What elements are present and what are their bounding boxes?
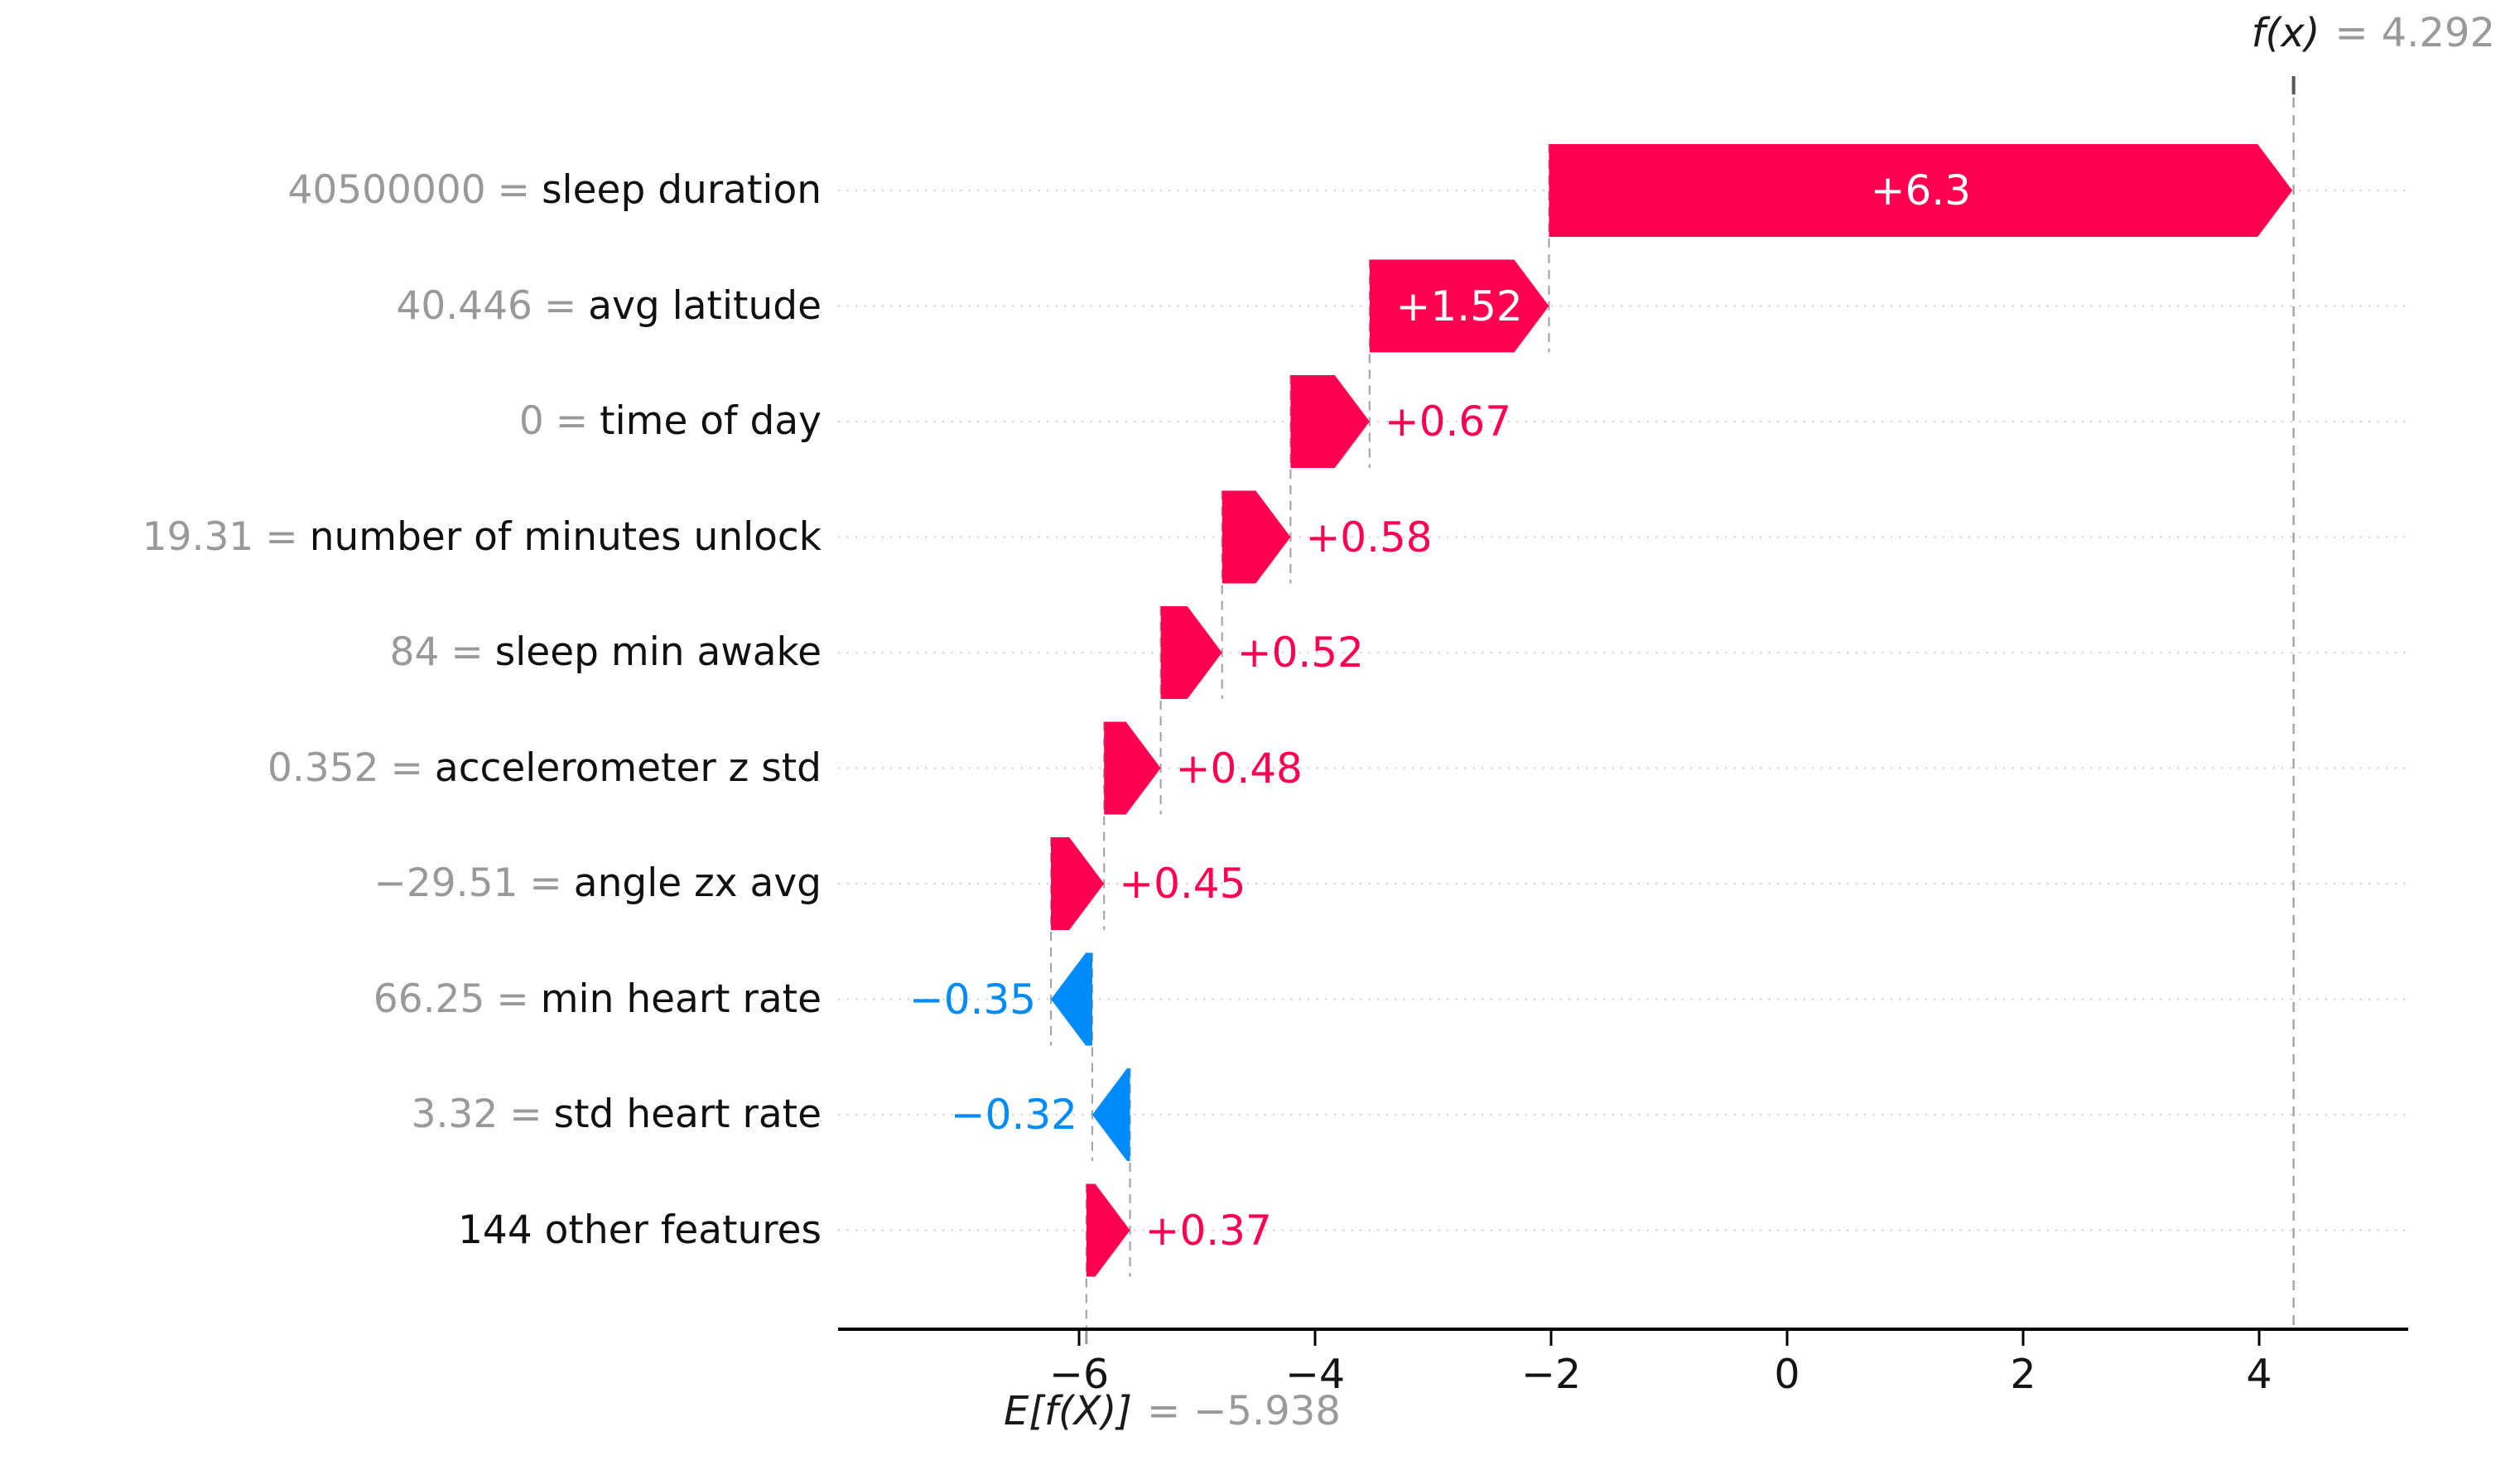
shap-bar [1091, 1068, 1130, 1161]
bar-value-label: +0.37 [1144, 1206, 1272, 1255]
feature-value: 0.352 [267, 745, 379, 791]
row-label: 40500000 = sleep duration [287, 165, 822, 216]
shap-bar [1086, 1183, 1130, 1277]
feature-value: 19.31 [142, 513, 254, 560]
row-label: 84 = sleep min awake [390, 627, 822, 678]
shap-bar [1051, 952, 1092, 1046]
equals-sign: = [529, 860, 562, 906]
feature-name: number of minutes unlock [309, 513, 822, 560]
shap-bar [1549, 144, 2293, 237]
feature-value: 66.25 [373, 976, 485, 1022]
row-label: −29.51 = angle zx avg [373, 858, 822, 909]
row-label: 3.32 = std heart rate [412, 1089, 822, 1140]
feature-value: −29.51 [373, 860, 518, 906]
row-label: 40.446 = avg latitude [396, 281, 822, 332]
shap-bar [1051, 837, 1105, 930]
x-tick-label: 0 [1774, 1351, 1800, 1398]
bar-value-label: +0.45 [1119, 860, 1246, 908]
shap-bar [1290, 375, 1370, 468]
feature-name: avg latitude [588, 282, 822, 329]
x-tick-label: 4 [2246, 1351, 2272, 1398]
feature-value: 40500000 [287, 167, 486, 213]
bar-value-label: +0.67 [1384, 398, 1512, 446]
equals-sign: = [555, 398, 589, 444]
expected-value-equals: = [1147, 1388, 1181, 1434]
feature-name: sleep min awake [494, 629, 822, 675]
equals-sign: = [451, 629, 484, 675]
feature-name: min heart rate [540, 976, 822, 1022]
equals-sign: = [543, 282, 577, 329]
feature-value: 84 [389, 629, 440, 675]
x-tick-label: −4 [1284, 1351, 1346, 1398]
bar-value-label: +0.58 [1305, 513, 1433, 561]
row-label: 144 other features [458, 1205, 822, 1256]
feature-value: 0 [518, 398, 544, 444]
expected-value-annotation: E[f(X)] = −5.938 [1004, 1388, 1341, 1434]
fx-equals: = [2334, 10, 2368, 56]
fx-label: f(x) [2251, 10, 2320, 56]
feature-name: sleep duration [542, 167, 822, 213]
shap-bar [1104, 721, 1161, 815]
x-tick-label: −6 [1048, 1351, 1110, 1398]
row-label: 66.25 = min heart rate [373, 974, 822, 1025]
shap-bar [1160, 606, 1222, 699]
shap-bar [1369, 259, 1549, 353]
bar-value-label: +6.3 [1870, 166, 1972, 214]
expected-value-label: E[f(X)] [1004, 1388, 1133, 1434]
shap-bar [1221, 490, 1291, 584]
x-tick-label: 2 [2010, 1351, 2036, 1398]
bar-value-label: +0.52 [1236, 629, 1364, 677]
feature-name: accelerometer z std [434, 745, 822, 791]
feature-name: std heart rate [553, 1092, 822, 1137]
row-label: 0 = time of day [519, 396, 822, 447]
feature-value: 40.446 [396, 282, 532, 329]
bar-value-label: −0.35 [908, 975, 1037, 1024]
equals-sign: = [497, 167, 531, 213]
feature-name: angle zx avg [573, 860, 822, 906]
row-label: 19.31 = number of minutes unlock [142, 512, 822, 563]
row-label: 0.352 = accelerometer z std [267, 743, 822, 794]
equals-sign: = [509, 1092, 542, 1137]
bar-value-label: −0.32 [950, 1091, 1077, 1139]
equals-sign: = [496, 976, 529, 1022]
bar-value-label: +1.52 [1395, 282, 1523, 330]
feature-name: 144 other features [458, 1207, 822, 1253]
x-tick-label: −2 [1520, 1351, 1582, 1398]
bar-value-label: +0.48 [1175, 744, 1303, 793]
expected-value-number: −5.938 [1193, 1388, 1341, 1434]
feature-name: time of day [600, 398, 822, 444]
feature-value: 3.32 [411, 1092, 499, 1137]
equals-sign: = [265, 513, 298, 560]
equals-sign: = [390, 745, 423, 791]
fx-annotation: f(x) = 4.292 [2252, 10, 2495, 56]
fx-value: 4.292 [2381, 10, 2495, 56]
